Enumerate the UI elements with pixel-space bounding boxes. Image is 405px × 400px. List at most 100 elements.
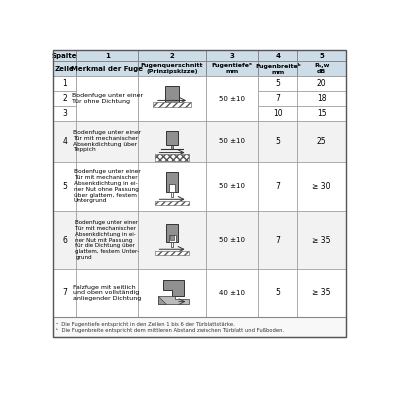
Bar <box>205 269 258 317</box>
Text: 1: 1 <box>104 53 109 59</box>
Bar <box>258 269 296 317</box>
Polygon shape <box>162 280 184 296</box>
Text: ≥ 30: ≥ 30 <box>311 182 330 191</box>
Bar <box>296 61 345 76</box>
Bar <box>258 50 296 61</box>
Bar <box>138 211 205 269</box>
Bar <box>155 251 189 256</box>
Polygon shape <box>158 296 189 304</box>
Bar <box>138 50 205 61</box>
Text: 7: 7 <box>275 94 279 103</box>
Bar <box>53 121 76 162</box>
Bar <box>155 201 189 206</box>
Bar <box>258 211 296 269</box>
Text: 7: 7 <box>275 236 279 244</box>
Text: Falzfuge mit seitlich
und oben vollständig
anliegender Dichtung: Falzfuge mit seitlich und oben vollständ… <box>73 284 141 301</box>
Bar <box>170 235 174 240</box>
Bar <box>138 121 205 162</box>
Bar <box>296 211 345 269</box>
Text: 7: 7 <box>62 288 67 297</box>
Text: 2: 2 <box>62 94 67 103</box>
Text: Bodenfuge unter einer
Tür mit mechanischer
Absenkdichtung über
Teppich: Bodenfuge unter einer Tür mit mechanisch… <box>73 130 141 152</box>
Bar <box>205 162 258 211</box>
Text: 15: 15 <box>316 109 326 118</box>
Bar <box>53 106 76 121</box>
Bar <box>205 76 258 91</box>
Bar <box>296 91 345 106</box>
Bar <box>165 131 178 145</box>
Bar <box>76 91 138 106</box>
Polygon shape <box>158 296 165 304</box>
Bar <box>258 106 296 121</box>
Text: 3: 3 <box>229 53 234 59</box>
Bar <box>205 50 258 61</box>
Bar <box>258 91 296 106</box>
Text: 40 ±10: 40 ±10 <box>219 290 245 296</box>
Bar <box>296 162 345 211</box>
Bar <box>171 145 173 150</box>
Bar <box>296 121 345 162</box>
Text: Bodenfuge unter einer
Tür mit mechanischer
Absenkdichtung in ei-
ner Nut mit Pas: Bodenfuge unter einer Tür mit mechanisch… <box>75 220 139 260</box>
Text: Bodenfuge unter einer
Tür ohne Dichtung: Bodenfuge unter einer Tür ohne Dichtung <box>72 93 143 104</box>
Bar <box>296 269 345 317</box>
Bar <box>296 106 345 121</box>
Bar <box>53 211 76 269</box>
Bar <box>171 242 173 247</box>
Bar <box>53 317 345 337</box>
Text: 50 ±10: 50 ±10 <box>219 138 245 144</box>
Bar <box>76 106 138 121</box>
Bar <box>138 269 205 317</box>
Bar <box>258 162 296 211</box>
Text: 5: 5 <box>275 137 279 146</box>
Bar <box>76 76 138 121</box>
Bar <box>205 76 258 121</box>
Bar <box>153 102 190 107</box>
Text: Fugenbreiteᵇ
mm: Fugenbreiteᵇ mm <box>254 63 300 75</box>
Bar <box>205 61 258 76</box>
Text: ≥ 35: ≥ 35 <box>311 236 330 244</box>
Bar <box>53 76 76 91</box>
Text: 25: 25 <box>316 137 326 146</box>
Bar <box>138 61 205 76</box>
Bar <box>76 50 138 61</box>
Bar <box>53 162 76 211</box>
Text: Fugentiefeᵃ
mm: Fugentiefeᵃ mm <box>211 63 252 74</box>
Bar <box>76 61 138 76</box>
Text: ᵃ  Die Fugentiefe entspricht in den Zeilen 1 bis 6 der Türblattstärke.: ᵃ Die Fugentiefe entspricht in den Zeile… <box>56 322 234 326</box>
Text: 5: 5 <box>275 79 279 88</box>
Text: ≥ 35: ≥ 35 <box>311 288 330 297</box>
Text: 3: 3 <box>62 109 67 118</box>
Bar <box>53 91 76 106</box>
Text: 5: 5 <box>318 53 323 59</box>
Bar <box>166 224 177 242</box>
Bar <box>165 86 179 103</box>
Bar <box>168 235 175 242</box>
Text: 4: 4 <box>275 53 279 59</box>
Bar <box>76 162 138 211</box>
Bar <box>205 91 258 106</box>
Text: 50 ±10: 50 ±10 <box>219 237 245 243</box>
Bar <box>296 76 345 91</box>
Bar <box>166 172 177 192</box>
Bar <box>138 106 205 121</box>
Bar <box>155 154 189 161</box>
Bar <box>138 76 205 121</box>
Bar <box>138 91 205 106</box>
Bar <box>53 269 76 317</box>
Text: 18: 18 <box>316 94 326 103</box>
Bar <box>138 162 205 211</box>
Text: 1: 1 <box>62 79 67 88</box>
Bar <box>205 121 258 162</box>
Text: Merkmal der Fuge: Merkmal der Fuge <box>71 66 143 72</box>
Text: Spalte: Spalte <box>52 53 77 59</box>
Text: 5: 5 <box>275 288 279 297</box>
Text: 6: 6 <box>62 236 67 244</box>
Text: ᵇ  Die Fugenbreite entspricht dem mittleren Abstand zwischen Türblatt und Fußbod: ᵇ Die Fugenbreite entspricht dem mittler… <box>56 328 284 333</box>
Bar <box>258 61 296 76</box>
Bar <box>138 76 205 91</box>
Text: Bodenfuge unter einer
Tür mit mechanischer
Absenkdichtung in ei-
ner Nut ohne Pa: Bodenfuge unter einer Tür mit mechanisch… <box>74 169 141 203</box>
Bar <box>205 106 258 121</box>
Text: Zeile: Zeile <box>55 66 75 72</box>
Bar <box>171 192 173 197</box>
Text: 4: 4 <box>62 137 67 146</box>
